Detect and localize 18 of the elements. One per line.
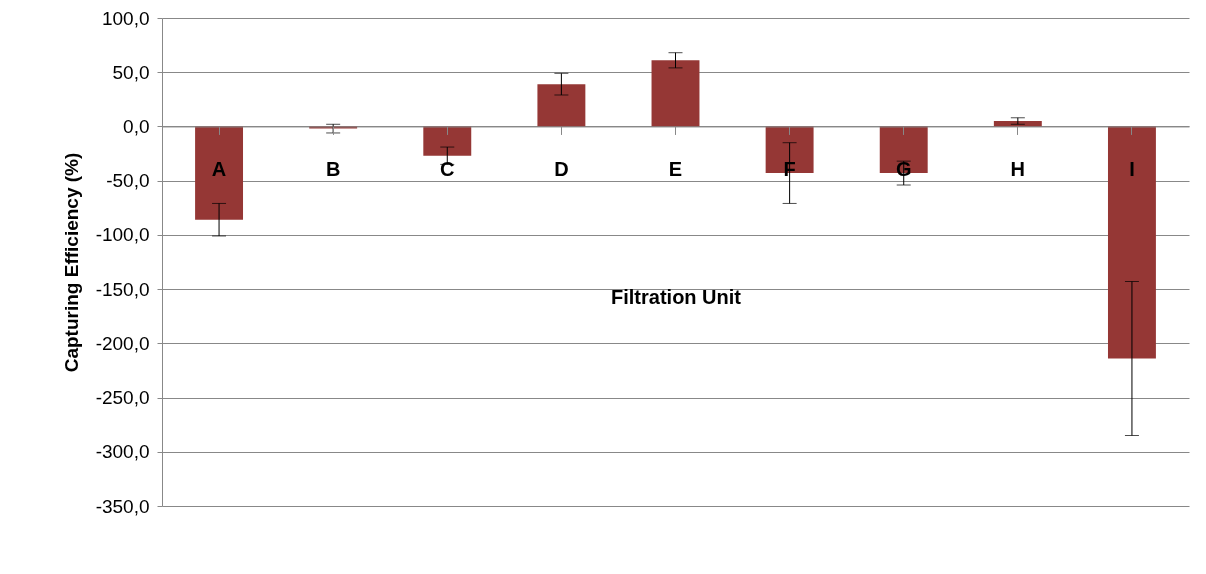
y-tick-label: -100,0	[95, 224, 150, 246]
x-tick-label: A	[211, 157, 227, 180]
y-tick-label: -350,0	[95, 495, 150, 517]
x-tick-label: B	[325, 157, 341, 180]
y-tick-label: 50,0	[112, 61, 150, 83]
y-tick-label: 100,0	[101, 7, 150, 29]
y-tick-label: -300,0	[95, 441, 150, 463]
x-tick-label: I	[1129, 157, 1135, 180]
x-axis-title: Filtration Unit	[611, 285, 742, 308]
x-tick-label: H	[1010, 157, 1026, 180]
y-axis-title: Capturing Efficiency (%)	[60, 152, 82, 373]
y-tick-label: -50,0	[106, 170, 150, 192]
y-tick-label: -200,0	[95, 332, 150, 354]
x-tick-label: D	[554, 157, 569, 180]
y-tick-label: -150,0	[95, 278, 150, 300]
y-tick-label: 0,0	[123, 115, 150, 137]
y-tick-label: -250,0	[95, 387, 150, 409]
x-tick-label: E	[668, 157, 683, 180]
